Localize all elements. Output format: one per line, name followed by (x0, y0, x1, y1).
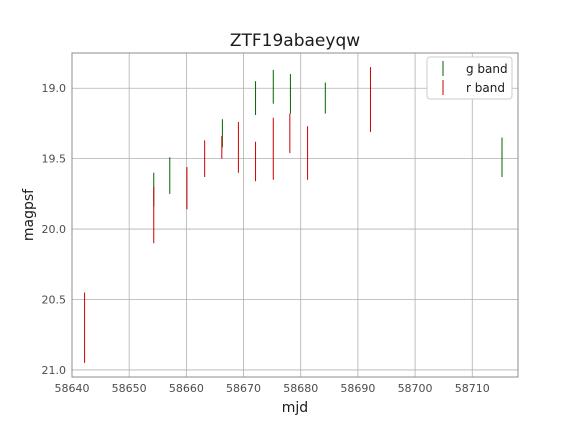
data-marks (84, 67, 503, 363)
y-tick-label: 19.5 (42, 153, 67, 166)
chart-title: ZTF19abaeyqw (230, 31, 360, 51)
y-tick-label: 19.0 (42, 82, 67, 95)
series-1 (84, 67, 371, 363)
legend: g band r band (426, 56, 513, 100)
y-tick-label: 20.5 (42, 294, 67, 307)
legend-label-r: r band (466, 81, 505, 95)
x-tick-label: 58670 (226, 382, 261, 395)
plot-frame (71, 52, 519, 378)
legend-label-g: g band (466, 62, 508, 76)
y-axis-label: magpsf (21, 188, 37, 241)
x-tick-label: 58680 (283, 382, 318, 395)
x-tick-label: 58700 (398, 382, 433, 395)
x-tick-label: 58710 (455, 382, 490, 395)
grid (71, 53, 518, 377)
x-tick-label: 58640 (55, 382, 90, 395)
x-tick-label: 58650 (112, 382, 147, 395)
axis-ticks: 58640 58650 58660 58670 58680 58690 58700 58710… (42, 82, 490, 395)
legend-box (426, 56, 513, 100)
y-tick-label: 21.0 (42, 364, 67, 377)
x-axis-label: mjd (282, 400, 308, 416)
y-tick-label: 20.0 (42, 223, 67, 236)
x-tick-label: 58690 (340, 382, 375, 395)
x-tick-label: 58660 (169, 382, 204, 395)
